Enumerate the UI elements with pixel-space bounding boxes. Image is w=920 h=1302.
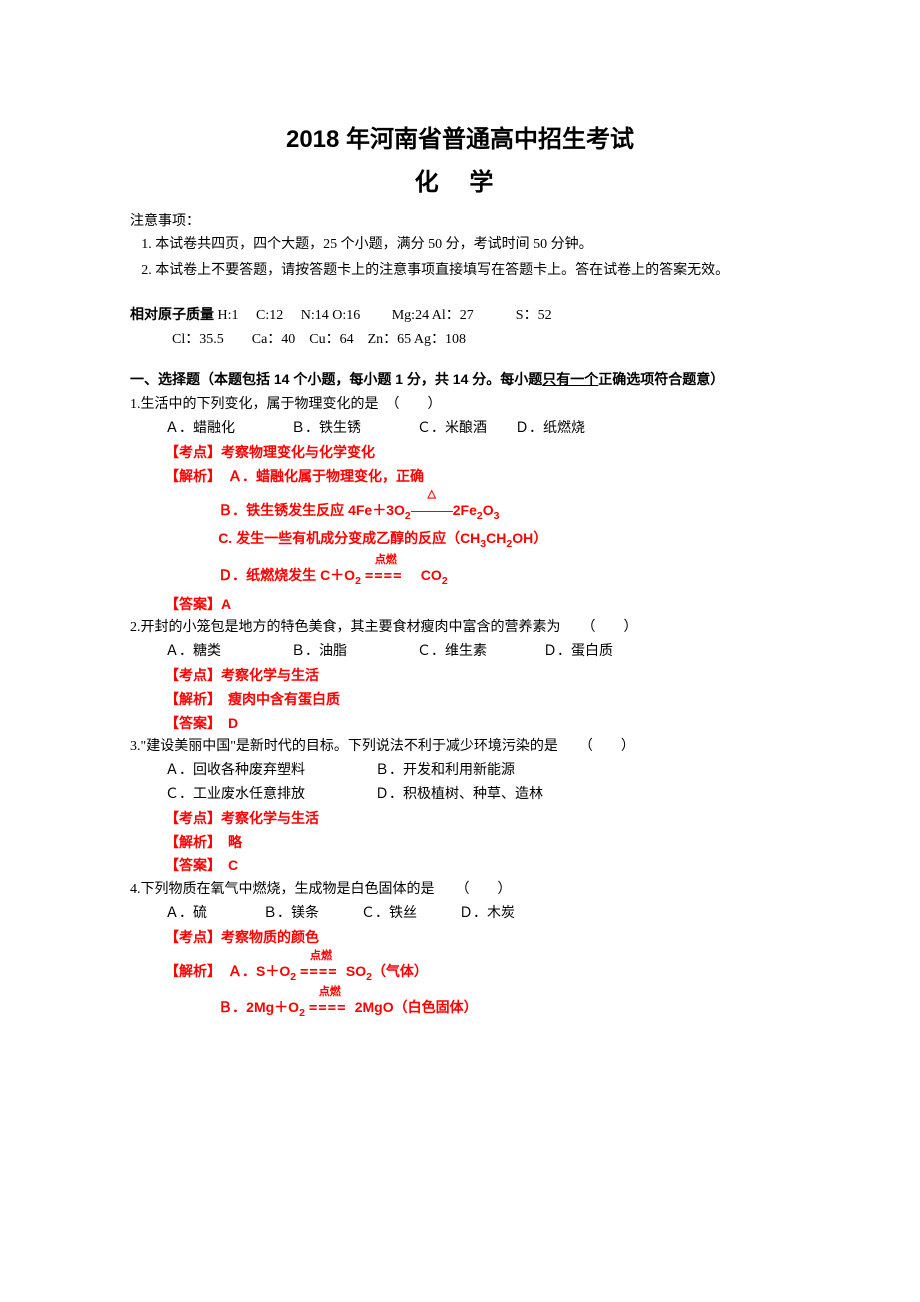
q4-a-pre: Ａ．S＋O <box>214 963 290 979</box>
q1-d-pre: Ｄ．纸燃烧发生 C＋O <box>218 567 355 583</box>
q1-kaodian: 【考点】考察物理变化与化学变化 <box>130 441 790 465</box>
jiexi-label: 【解析】 <box>165 963 214 979</box>
q2-options: Ａ．糖类 Ｂ．油脂 Ｃ．维生素 Ｄ．蛋白质 <box>130 640 790 664</box>
reaction-arrow-dash: 点燃==== <box>300 960 342 985</box>
q1-jiexi-d: Ｄ．纸燃烧发生 C＋O2 点燃==== CO2 <box>130 564 790 591</box>
q4-options: Ａ．硫 Ｂ．镁条 Ｃ．铁丝 Ｄ．木炭 <box>130 902 790 926</box>
q2-kaodian: 【考点】考察化学与生活 <box>130 664 790 688</box>
section-1-header: 一、选择题（本题包括 14 个小题，每小题 1 分，共 14 分。每小题只有一个… <box>130 368 790 392</box>
reaction-arrow-dash: 点燃==== <box>365 564 407 589</box>
q4-a-note: （气体） <box>372 963 428 979</box>
q3-answer: 【答案】 C <box>130 854 790 878</box>
question-3: 3."建设美丽中国"是新时代的目标。下列说法不利于减少环境污染的是 （ ） Ａ．… <box>130 735 790 878</box>
dash-line: ==== <box>300 964 338 980</box>
q4-jiexi-b: Ｂ．2Mg＋O2 点燃==== 2MgO（白色固体） <box>130 996 790 1023</box>
section-header-text: 一、选择题（本题包括 14 个小题，每小题 1 分，共 14 分。每小题 <box>130 371 542 387</box>
notice-item: 本试卷共四页，四个大题，25 个小题，满分 50 分，考试时间 50 分钟。 <box>155 233 790 257</box>
atomic-mass-line2: Cl：35.5 Ca：40 Cu：64 Zn：65 Ag：108 <box>130 328 790 352</box>
q4-b-post: 2MgO（白色固体） <box>351 999 478 1015</box>
ignite-label: 点燃 <box>309 983 351 1002</box>
q1-answer: 【答案】A <box>130 593 790 617</box>
reaction-arrow: △ <box>411 499 453 523</box>
q1-b-post: 2Fe <box>453 502 477 518</box>
ignite-label: 点燃 <box>300 947 342 966</box>
subscript: 2 <box>442 575 448 587</box>
notice-heading: 注意事项： <box>130 210 790 234</box>
q2-stem: 2.开封的小笼包是地方的特色美食，其主要食材瘦肉中富含的营养素为 （ ） <box>130 616 790 640</box>
subscript: 3 <box>480 538 486 550</box>
atomic-mass-block: 相对原子质量 H:1 C:12 N:14 O:16 Mg:24 Al：27 S：… <box>130 303 790 352</box>
jiexi-label: 【解析】 <box>165 468 214 484</box>
q1-d-post: CO <box>407 567 442 583</box>
subscript: 3 <box>494 509 500 521</box>
q3-jiexi: 【解析】 略 <box>130 831 790 855</box>
q1-stem: 1.生活中的下列变化，属于物理变化的是 （ ） <box>130 393 790 417</box>
q3-kaodian: 【考点】考察化学与生活 <box>130 807 790 831</box>
q1-options: Ａ．蜡融化 Ｂ．铁生锈 Ｃ．米酿酒 Ｄ．纸燃烧 <box>130 417 790 441</box>
q2-answer: 【答案】 D <box>130 712 790 736</box>
section-header-text: 正确选项符合题意） <box>598 371 724 387</box>
exam-subject: 化 学 <box>130 163 790 204</box>
q1-jiexi-a-text: Ａ．蜡融化属于物理变化，正确 <box>214 468 424 484</box>
q3-options-2: Ｃ．工业废水任意排放 Ｄ．积极植树、种草、造林 <box>130 783 790 807</box>
q4-kaodian: 【考点】考察物质的颜色 <box>130 926 790 950</box>
q1-c-post: OH） <box>512 530 547 546</box>
subscript: 2 <box>477 509 483 521</box>
triangle-icon: △ <box>411 485 453 504</box>
q4-stem: 4.下列物质在氧气中燃烧，生成物是白色固体的是 （ ） <box>130 878 790 902</box>
question-1: 1.生活中的下列变化，属于物理变化的是 （ ） Ａ．蜡融化 Ｂ．铁生锈 Ｃ．米酿… <box>130 393 790 616</box>
q1-c-pre: C. 发生一些有机成分变成乙醇的反应（CH <box>218 530 480 546</box>
q1-jiexi-c: C. 发生一些有机成分变成乙醇的反应（CH3CH2OH） <box>130 527 790 554</box>
q1-b-pre: Ｂ．铁生锈发生反应 4Fe＋3O <box>218 502 405 518</box>
section-header-underline: 只有一个 <box>542 371 598 387</box>
reaction-arrow-dash: 点燃==== <box>309 996 351 1021</box>
atomic-mass-line1: H:1 C:12 N:14 O:16 Mg:24 Al：27 S：52 <box>214 308 552 323</box>
q1-jiexi-a: 【解析】 Ａ．蜡融化属于物理变化，正确 <box>130 465 790 489</box>
subscript: 2 <box>355 575 361 587</box>
q1-jiexi-b: Ｂ．铁生锈发生反应 4Fe＋3O2△2Fe2O3 <box>130 499 790 526</box>
question-4: 4.下列物质在氧气中燃烧，生成物是白色固体的是 （ ） Ａ．硫 Ｂ．镁条 Ｃ．铁… <box>130 878 790 1023</box>
subscript: 2 <box>299 1007 305 1019</box>
question-2: 2.开封的小笼包是地方的特色美食，其主要食材瘦肉中富含的营养素为 （ ） Ａ．糖… <box>130 616 790 735</box>
q2-jiexi: 【解析】 瘦肉中含有蛋白质 <box>130 688 790 712</box>
atomic-mass-label: 相对原子质量 <box>130 306 214 322</box>
exam-title: 2018 年河南省普通高中招生考试 <box>130 120 790 161</box>
dash-line: ==== <box>365 568 403 584</box>
q3-options-1: Ａ．回收各种废弃塑料 Ｂ．开发和利用新能源 <box>130 759 790 783</box>
q4-jiexi-a: 【解析】 Ａ．S＋O2 点燃==== SO2（气体） <box>130 960 790 987</box>
q4-a-post: SO <box>342 963 366 979</box>
q4-b-pre: Ｂ．2Mg＋O <box>218 999 299 1015</box>
notice-list: 本试卷共四页，四个大题，25 个小题，满分 50 分，考试时间 50 分钟。 本… <box>130 233 790 283</box>
q3-stem: 3."建设美丽中国"是新时代的目标。下列说法不利于减少环境污染的是 （ ） <box>130 735 790 759</box>
subscript: 2 <box>290 970 296 982</box>
dash-line: ==== <box>309 1000 347 1016</box>
ignite-label: 点燃 <box>365 551 407 570</box>
notice-item: 本试卷上不要答题，请按答题卡上的注意事项直接填写在答题卡上。答在试卷上的答案无效… <box>155 259 790 283</box>
